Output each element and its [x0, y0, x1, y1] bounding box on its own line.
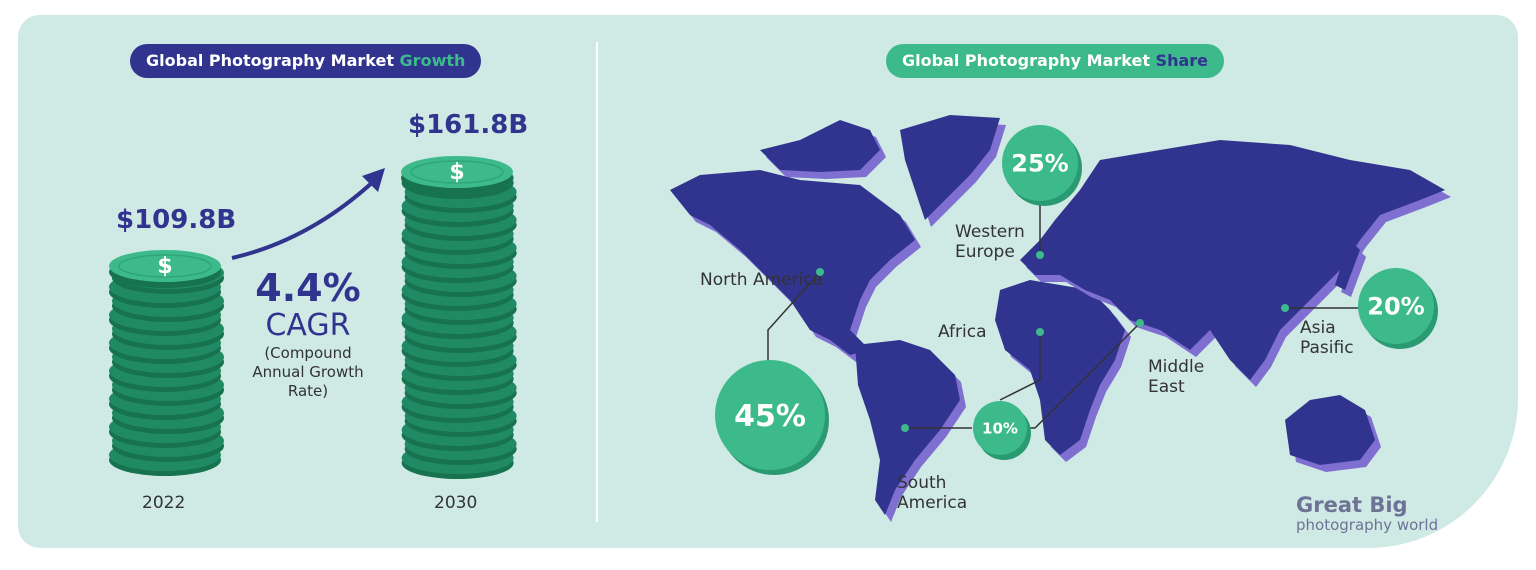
year-2022: 2022 [142, 493, 186, 513]
continent [1020, 140, 1445, 380]
cagr-label: CAGR [265, 308, 351, 343]
region-dot [1136, 319, 1144, 327]
label-western-europe: Western Europe [955, 222, 1025, 262]
coin-stacks: $$ [109, 156, 517, 479]
continent-shadow [1341, 247, 1366, 297]
share-value: 10% [982, 419, 1018, 437]
region-dot [1281, 304, 1289, 312]
continent [1285, 395, 1375, 465]
divider [596, 42, 598, 522]
region-dot [901, 424, 909, 432]
continent [760, 120, 880, 172]
region-dot [1036, 328, 1044, 336]
share-bubble: 10% [973, 401, 1031, 460]
dollar-icon: $ [449, 160, 464, 185]
map-callouts: 45% 25% 20% 10% [715, 125, 1438, 475]
share-bubble: 20% [1358, 268, 1438, 349]
share-value: 25% [1011, 150, 1068, 178]
share-bubble: 25% [1002, 125, 1082, 206]
label-asia-pacific: Asia Pasific [1300, 318, 1354, 358]
region-dot [1036, 251, 1044, 259]
share-value: 20% [1367, 293, 1424, 321]
cagr-value: 4.4% [255, 266, 361, 310]
coin-stack: $ [401, 156, 517, 479]
logo: Great Big photography world [1296, 493, 1439, 534]
value-2030: $161.8B [408, 110, 529, 140]
share-bubble: 45% [715, 360, 829, 475]
year-2030: 2030 [434, 493, 478, 513]
arrow-head-icon [362, 168, 385, 192]
continent [900, 115, 1000, 220]
growth-arrow [231, 178, 377, 260]
value-2022: $109.8B [116, 205, 237, 235]
continent [1335, 240, 1360, 290]
label-africa: Africa [938, 322, 987, 342]
cagr-block: 4.4% CAGR (Compound Annual Growth Rate) [248, 266, 368, 401]
label-middle-east: Middle East [1148, 357, 1205, 397]
cagr-description: (Compound Annual Growth Rate) [252, 344, 364, 400]
dollar-icon: $ [157, 254, 172, 279]
leader-line [767, 271, 821, 360]
label-north-america: North America [700, 270, 824, 290]
share-title: Global Photography Market Share [886, 44, 1224, 78]
growth-title: Global Photography Market Growth [130, 44, 482, 78]
world-map [670, 115, 1451, 522]
coin-stack: $ [109, 250, 224, 476]
leader-line [999, 332, 1041, 401]
region-dot [816, 268, 824, 276]
continent [670, 170, 915, 355]
label-south-america: South America [897, 473, 968, 513]
continent [995, 280, 1125, 455]
share-value: 45% [734, 399, 806, 434]
